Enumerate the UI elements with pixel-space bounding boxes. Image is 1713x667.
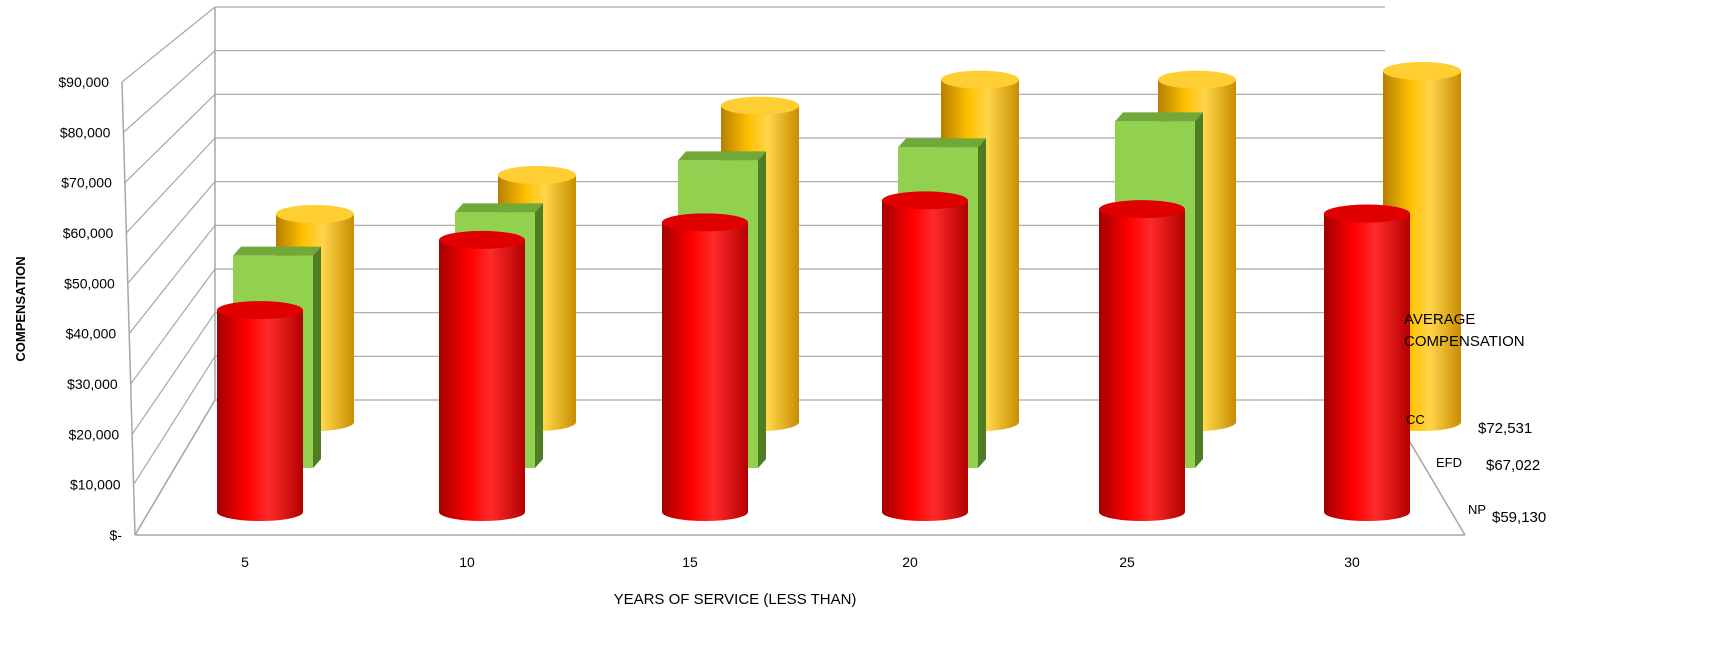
average-value-cc: $72,531: [1478, 420, 1532, 437]
cylinder-top: [721, 96, 799, 115]
average-value-np: $59,130: [1492, 509, 1546, 526]
box-top: [898, 138, 986, 148]
legend-title-line2: COMPENSATION: [1404, 333, 1525, 350]
y-tick-label: $30,000: [67, 376, 118, 392]
gridline-left-wall: [128, 224, 216, 335]
y-tick-label: $20,000: [69, 426, 120, 442]
cylinder-top: [882, 191, 968, 210]
cylinder-body: [882, 200, 968, 521]
x-axis-title: YEARS OF SERVICE (LESS THAN): [614, 591, 857, 608]
box-top: [1115, 112, 1203, 122]
gridline-left-wall: [121, 6, 216, 83]
cylinder-top: [1099, 200, 1185, 219]
cylinder-top: [662, 213, 748, 232]
cylinder-body: [1099, 209, 1185, 521]
gridline-left-wall: [127, 181, 216, 284]
cylinder-top: [217, 301, 303, 320]
bar-np-30: [1324, 204, 1410, 522]
x-tick-label: 5: [241, 554, 249, 570]
cylinder-body: [662, 222, 748, 522]
y-tick-label: $-: [110, 527, 123, 543]
legend-label-efd: EFD: [1436, 455, 1462, 470]
x-axis-ticks: 5 10 15 20 25 30: [241, 554, 1360, 570]
cylinder-top: [1383, 62, 1461, 80]
x-tick-label: 10: [459, 554, 475, 570]
legend-title-line1: AVERAGE: [1404, 311, 1475, 328]
bar-np-10: [439, 230, 525, 521]
box-side: [1195, 112, 1203, 468]
box-top: [455, 203, 543, 213]
x-tick-label: 30: [1344, 554, 1360, 570]
bar-np-15: [662, 213, 748, 522]
x-tick-label: 25: [1119, 554, 1135, 570]
box-side: [535, 203, 543, 469]
y-axis-title: COMPENSATION: [13, 256, 28, 361]
y-tick-label: $50,000: [64, 275, 115, 291]
cylinder-top: [941, 70, 1019, 89]
gridline-left-wall: [131, 312, 216, 435]
y-tick-label: $90,000: [58, 74, 109, 90]
cylinder-body: [217, 310, 303, 521]
box-top: [233, 246, 321, 256]
gridline-left-wall: [124, 93, 216, 184]
y-tick-label: $40,000: [66, 326, 117, 342]
box-side: [313, 246, 321, 468]
y-tick-label: $70,000: [61, 175, 112, 191]
gridline-left-wall: [133, 356, 216, 485]
box-side: [758, 151, 766, 469]
gridline-left-wall: [134, 399, 216, 536]
bar-layer: [217, 62, 1461, 522]
cylinder-top: [1158, 70, 1236, 89]
cylinder-top: [498, 166, 576, 184]
average-value-efd: $67,022: [1486, 457, 1540, 474]
x-tick-label: 20: [902, 554, 918, 570]
bar-np-5: [217, 301, 303, 521]
gridline-left-wall: [130, 268, 216, 385]
y-axis-ticks: $- $10,000 $20,000 $30,000 $40,000 $50,000 $60…: [58, 74, 122, 543]
y-tick-label: $80,000: [60, 124, 111, 140]
box-top: [678, 151, 766, 161]
legend-label-cc: CC: [1406, 412, 1425, 427]
gridline-left-wall: [125, 137, 216, 234]
cylinder-body: [439, 239, 525, 521]
y-tick-label: $60,000: [63, 225, 114, 241]
box-side: [978, 138, 986, 469]
left-wall-front-edge: [121, 81, 136, 536]
gridline-left-wall: [123, 50, 216, 133]
y-tick-label: $10,000: [70, 477, 121, 493]
legend-label-np: NP: [1468, 502, 1486, 517]
bar-np-25: [1099, 200, 1185, 521]
cylinder-top: [439, 230, 525, 249]
cylinder-top: [276, 205, 354, 223]
cylinder-body: [1324, 213, 1410, 522]
cylinder-top: [1324, 204, 1410, 223]
x-tick-label: 15: [682, 554, 698, 570]
bar-np-20: [882, 191, 968, 521]
